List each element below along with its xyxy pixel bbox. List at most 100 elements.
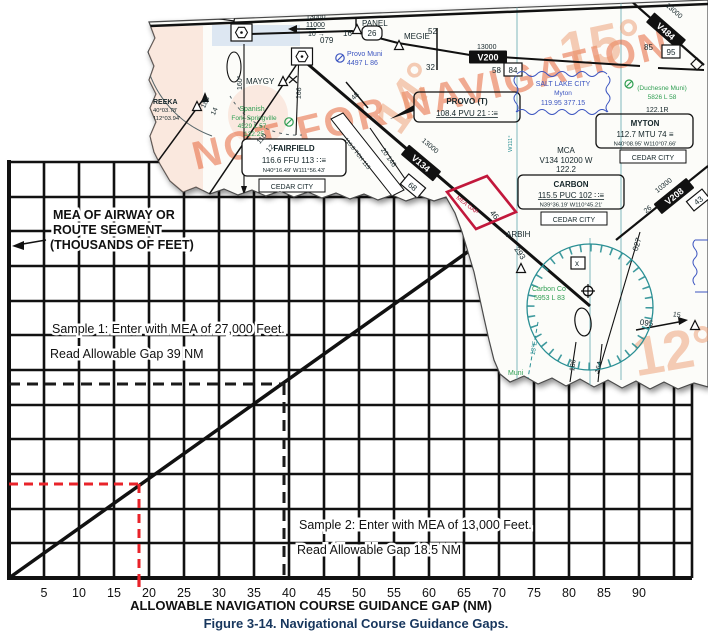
megie-label: MEGIE [404, 32, 430, 41]
provo-vor-box: PROVO (T) 108.4 PVU 21 ∷≡ [413, 91, 521, 123]
mea-label-arrow [12, 239, 47, 250]
svg-text:108.4 PVU 21 ∷≡: 108.4 PVU 21 ∷≡ [436, 109, 498, 118]
svg-text:x: x [223, 9, 228, 18]
tick-60: 60 [422, 586, 436, 600]
svg-text:N40°08.95' W110°07.66': N40°08.95' W110°07.66' [614, 142, 677, 148]
stack-arrow [288, 25, 316, 33]
n85-label: 85 [644, 43, 653, 52]
tick-35: 35 [247, 586, 261, 600]
n48-label: 48 [350, 91, 361, 102]
vor-symbol-northwest [230, 23, 253, 42]
svg-text:84: 84 [509, 66, 518, 75]
arbih-label: ARBIH [506, 230, 531, 239]
sample1-text-line1: Sample 1: Enter with MEA of 27,000 Feet. [52, 322, 285, 336]
diamond-symbol [690, 57, 704, 71]
n027-label: 027 [631, 236, 644, 252]
line-20146 [369, 127, 411, 187]
tick-50: 50 [352, 586, 366, 600]
alt-13000b: 13000 [477, 44, 497, 51]
svg-text:CEDAR CITY: CEDAR CITY [553, 217, 596, 224]
longitude-label: W111° [508, 135, 514, 152]
v134-airway-line [302, 58, 591, 308]
line-48 [345, 81, 369, 109]
tick-45: 45 [317, 586, 331, 600]
tick-30: 30 [212, 586, 226, 600]
boxed-68: 68 [399, 173, 427, 199]
mca-line1: MCA [557, 146, 575, 155]
mea-label-line2: ROUTE SEGMENT [53, 223, 162, 237]
tick-20: 20 [142, 586, 156, 600]
spanish-line2: Fork-Springville [231, 115, 277, 122]
tick-10: 10 [72, 586, 86, 600]
myton-vor-box: MYTON 112.7 MTU 74 ≡ N40°08.95' W110°07.… [595, 113, 694, 149]
n14-label: 14 [210, 107, 220, 117]
mca-line3: 122.2 [556, 165, 577, 174]
carbon-co-airport-symbol [581, 284, 595, 298]
obstruction-box-2: x [570, 256, 586, 270]
isogonic-line [527, 321, 539, 379]
n32-label: 32 [426, 63, 435, 72]
reeka-lon: 112°03.94' [153, 116, 180, 122]
panel-fix [351, 23, 363, 35]
reeka-lat: 40°03.78' [153, 108, 177, 114]
holding-oval-carbon [574, 307, 592, 337]
mca-line2: V134 10200 W [540, 156, 593, 165]
svg-text:V200: V200 [477, 53, 498, 63]
n166-label: 166 [296, 87, 304, 99]
n186-label: 186 [569, 359, 577, 372]
n15-label: 15 [672, 311, 681, 319]
tick-15: 15 [107, 586, 121, 600]
tick-80: 80 [562, 586, 576, 600]
boxed-95: 95 [661, 44, 681, 59]
svg-text:PROVO (T): PROVO (T) [446, 97, 488, 106]
n26-label: 26 [643, 205, 654, 215]
svg-text:x: x [575, 259, 579, 268]
line-095 [635, 320, 685, 331]
n188-label: 188 [200, 96, 211, 110]
spanish-line3: 4529 L 57 [238, 123, 267, 130]
fairfield-vor-box: FAIRFIELD 116.6 FFU 113 ∷≡ N40°16.49' W1… [241, 138, 347, 177]
inset-chart: W111° NOT FOR NAVIGATION 15° 14° 12° [147, 0, 708, 390]
guidance-gap-diagonal-line [7, 234, 492, 580]
svg-text:N40°16.49' W111°56.43': N40°16.49' W111°56.43' [263, 168, 325, 174]
radial-160-arrowhead [241, 186, 247, 195]
provo-muni-airport-symbol [335, 53, 345, 63]
fairfield-cedar-city-box: CEDAR CITY [258, 178, 326, 193]
vor-symbol-provo [290, 47, 314, 66]
sample2-text-line2: Read Allowable Gap 18.5 NM [297, 543, 461, 557]
svg-text:116.6 FFU 113 ∷≡: 116.6 FFU 113 ∷≡ [262, 156, 326, 165]
sample1-dashed-lines [9, 382, 286, 578]
reeka-fix [191, 100, 203, 112]
tick-70: 70 [492, 586, 506, 600]
duchesne-line1: (Duchesne Muni) [637, 85, 687, 92]
mea-label-line3: (THOUSANDS OF FEET) [50, 238, 194, 252]
carbon-co-line2: 5953 L 83 [534, 295, 565, 302]
r1221-label: 122.1R [646, 107, 669, 114]
svg-text:CEDAR CITY: CEDAR CITY [632, 155, 675, 162]
maygy-fix [277, 75, 289, 87]
svg-text:95: 95 [667, 48, 676, 57]
vor-compass-arc2 [229, 95, 303, 136]
chart-top-border [149, 2, 708, 28]
x-axis-title: ALLOWABLE NAVIGATION COURSE GUIDANCE GAP… [130, 598, 492, 613]
n160-label: 160° [236, 75, 244, 90]
boxed-84: 84 [503, 62, 523, 77]
radial-166-line [295, 51, 300, 136]
svg-text:115.5 PUC 102 ∷≡: 115.5 PUC 102 ∷≡ [538, 191, 604, 200]
provo-muni-line2: 4497 L 86 [347, 60, 378, 67]
maygy-x-mark [288, 75, 298, 84]
sample2-dashed-lines [9, 482, 141, 578]
compass-rose [526, 243, 654, 371]
n58-label: 58 [492, 66, 501, 75]
city-tint [212, 25, 300, 46]
figure-caption: Figure 3-14. Navigational Course Guidanc… [204, 616, 509, 631]
line-186 [569, 341, 577, 383]
slc-line3: 119.95 377.15 [541, 100, 585, 107]
carbon-leg-fix [515, 262, 527, 274]
tick-75: 75 [527, 586, 541, 600]
slc-line1: SALT LAKE CITY [536, 81, 591, 88]
slc-line2: Myton [554, 90, 572, 97]
myton-cedar-city-box: CEDAR CITY [619, 149, 687, 164]
panel-label: PANEL [362, 19, 388, 28]
